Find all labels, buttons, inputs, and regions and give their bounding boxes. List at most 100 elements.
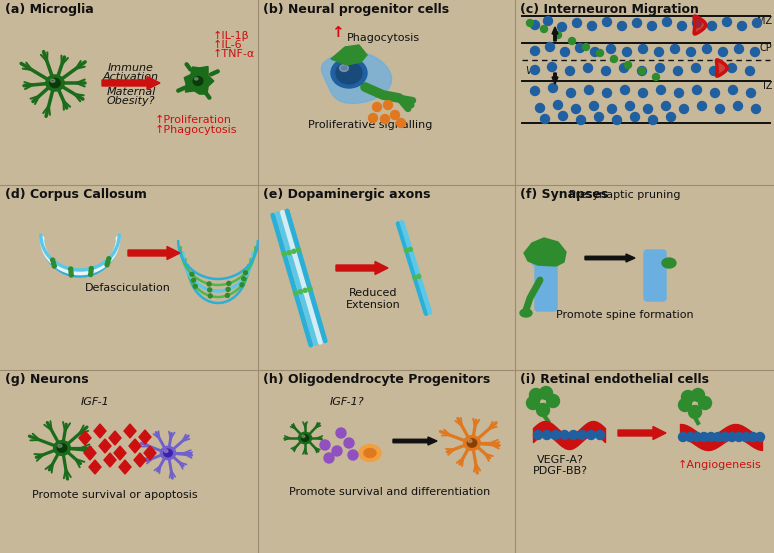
Circle shape [597, 50, 604, 56]
Circle shape [299, 290, 303, 294]
Circle shape [707, 22, 717, 30]
Circle shape [681, 390, 694, 404]
FancyArrow shape [585, 254, 635, 262]
FancyArrow shape [128, 247, 180, 259]
Circle shape [226, 288, 230, 291]
Polygon shape [119, 460, 131, 474]
Circle shape [591, 48, 600, 56]
Text: IZ: IZ [762, 81, 772, 91]
Circle shape [576, 44, 584, 53]
Circle shape [722, 18, 731, 27]
Circle shape [571, 105, 580, 113]
Ellipse shape [194, 77, 203, 85]
Text: (a) Microglia: (a) Microglia [5, 3, 94, 16]
Circle shape [530, 46, 539, 55]
Circle shape [751, 48, 759, 56]
Circle shape [584, 64, 593, 72]
Circle shape [746, 88, 755, 97]
Ellipse shape [336, 62, 362, 84]
Polygon shape [184, 66, 214, 94]
Circle shape [625, 61, 632, 69]
Circle shape [567, 88, 576, 97]
Circle shape [554, 32, 561, 39]
Text: CP: CP [759, 43, 772, 53]
Circle shape [303, 288, 307, 293]
Ellipse shape [58, 444, 62, 447]
Circle shape [546, 394, 560, 408]
Circle shape [69, 270, 73, 274]
Circle shape [734, 102, 742, 111]
Text: (i) Retinal endothelial cells: (i) Retinal endothelial cells [520, 373, 709, 386]
Circle shape [625, 102, 635, 111]
Circle shape [587, 22, 597, 30]
Circle shape [293, 291, 297, 295]
Text: Phagocytosis: Phagocytosis [347, 33, 420, 43]
Circle shape [595, 430, 604, 440]
Circle shape [648, 22, 656, 30]
Text: ↑Angiogenesis: ↑Angiogenesis [678, 460, 762, 470]
Circle shape [287, 251, 291, 255]
Circle shape [416, 274, 421, 278]
FancyArrow shape [336, 262, 388, 274]
FancyArrow shape [552, 73, 558, 84]
Circle shape [526, 19, 533, 27]
Circle shape [693, 18, 701, 28]
Text: ↑IL-1β: ↑IL-1β [213, 31, 250, 41]
Circle shape [536, 103, 544, 112]
Polygon shape [79, 431, 91, 445]
Circle shape [372, 102, 382, 112]
Circle shape [602, 18, 611, 27]
Circle shape [540, 114, 550, 123]
Ellipse shape [464, 436, 481, 450]
Circle shape [649, 116, 657, 124]
Circle shape [530, 20, 539, 29]
Polygon shape [104, 453, 116, 467]
Circle shape [752, 18, 762, 28]
Circle shape [728, 64, 737, 72]
Ellipse shape [46, 75, 64, 91]
Circle shape [560, 48, 570, 56]
Ellipse shape [359, 445, 381, 462]
Text: Immune: Immune [108, 63, 154, 73]
FancyArrow shape [618, 426, 666, 440]
Circle shape [557, 23, 567, 32]
Text: (h) Oligodendrocyte Progenitors: (h) Oligodendrocyte Progenitors [263, 373, 490, 386]
Circle shape [241, 276, 245, 281]
Circle shape [348, 450, 358, 460]
Circle shape [409, 247, 413, 252]
Circle shape [547, 62, 557, 71]
Circle shape [652, 74, 659, 81]
Circle shape [735, 44, 744, 54]
Circle shape [728, 86, 738, 95]
Text: (e) Dopaminergic axons: (e) Dopaminergic axons [263, 188, 430, 201]
Ellipse shape [340, 65, 348, 71]
Circle shape [190, 272, 194, 276]
Ellipse shape [662, 258, 676, 268]
Circle shape [344, 438, 354, 448]
Circle shape [368, 113, 378, 123]
Circle shape [577, 116, 585, 124]
Circle shape [663, 18, 672, 27]
Circle shape [526, 397, 539, 410]
Polygon shape [124, 424, 136, 438]
Circle shape [208, 294, 212, 298]
Circle shape [583, 44, 590, 50]
Circle shape [718, 48, 728, 56]
Circle shape [530, 65, 539, 75]
Circle shape [611, 55, 618, 62]
Circle shape [679, 432, 687, 441]
Circle shape [107, 257, 111, 261]
Circle shape [755, 432, 765, 441]
Circle shape [381, 114, 389, 123]
Ellipse shape [194, 77, 198, 80]
Polygon shape [94, 424, 106, 438]
Circle shape [192, 278, 196, 282]
Circle shape [703, 44, 711, 54]
Circle shape [670, 44, 680, 54]
Ellipse shape [530, 247, 562, 269]
Circle shape [559, 112, 567, 121]
Ellipse shape [364, 448, 376, 457]
Polygon shape [331, 45, 367, 65]
Circle shape [621, 86, 629, 95]
Text: Maternal: Maternal [106, 87, 156, 97]
